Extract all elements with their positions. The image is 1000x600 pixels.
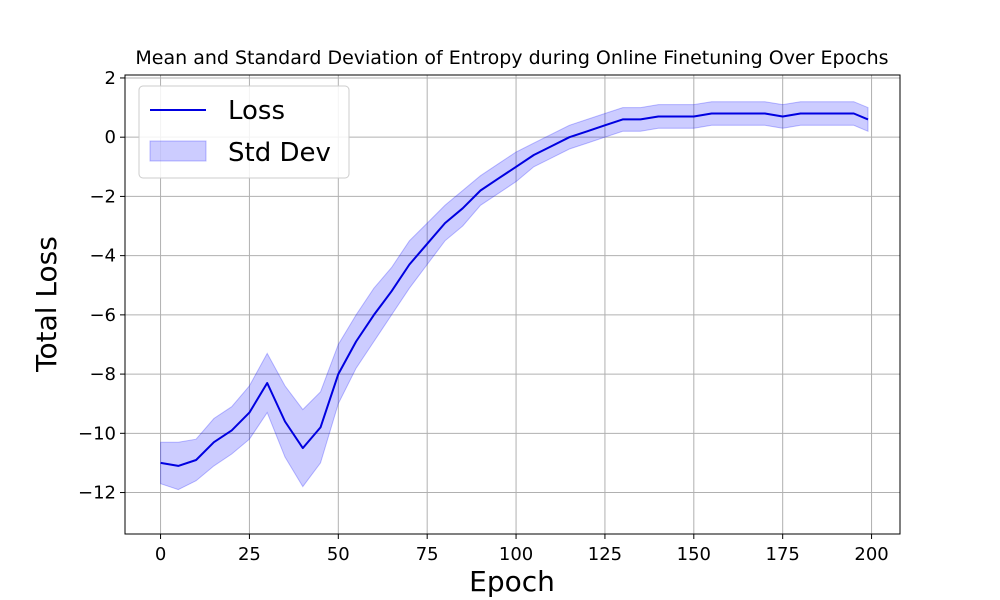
y-tick-label: −4 [89,246,116,267]
plot-frame [124,74,901,535]
x-tick-label: 175 [766,544,800,565]
legend-std-dev-label: Std Dev [228,138,331,168]
x-tick-label: 125 [588,544,622,565]
x-tick-label: 50 [327,544,350,565]
std-dev-band [160,101,869,491]
x-tick-label: 150 [677,544,711,565]
legend-std-dev-swatch [149,140,207,162]
grid [125,75,900,534]
y-axis-label: Total Loss [30,236,63,373]
y-axis-ticks: −12 −10 −8 −6 −4 −2 0 2 [78,68,125,504]
y-tick-label: −10 [78,423,116,444]
y-tick-label: −12 [78,483,116,504]
loss-line [160,112,869,467]
x-tick-label: 75 [416,544,439,565]
chart-title: Mean and Standard Deviation of Entropy d… [135,47,888,69]
y-tick-label: −2 [89,186,116,207]
x-axis-ticks: 0 25 50 75 100 125 150 175 200 [155,534,889,565]
x-tick-label: 100 [499,544,533,565]
x-tick-label: 200 [854,544,888,565]
x-axis-label: Epoch [469,565,555,598]
y-tick-label: −8 [89,364,116,385]
y-tick-label: −6 [89,305,116,326]
x-tick-label: 25 [238,544,261,565]
x-tick-label: 0 [155,544,166,565]
legend: Loss Std Dev [138,85,350,179]
y-tick-label: 0 [105,127,116,148]
y-tick-label: 2 [105,68,116,89]
legend-loss-label: Loss [228,96,285,126]
